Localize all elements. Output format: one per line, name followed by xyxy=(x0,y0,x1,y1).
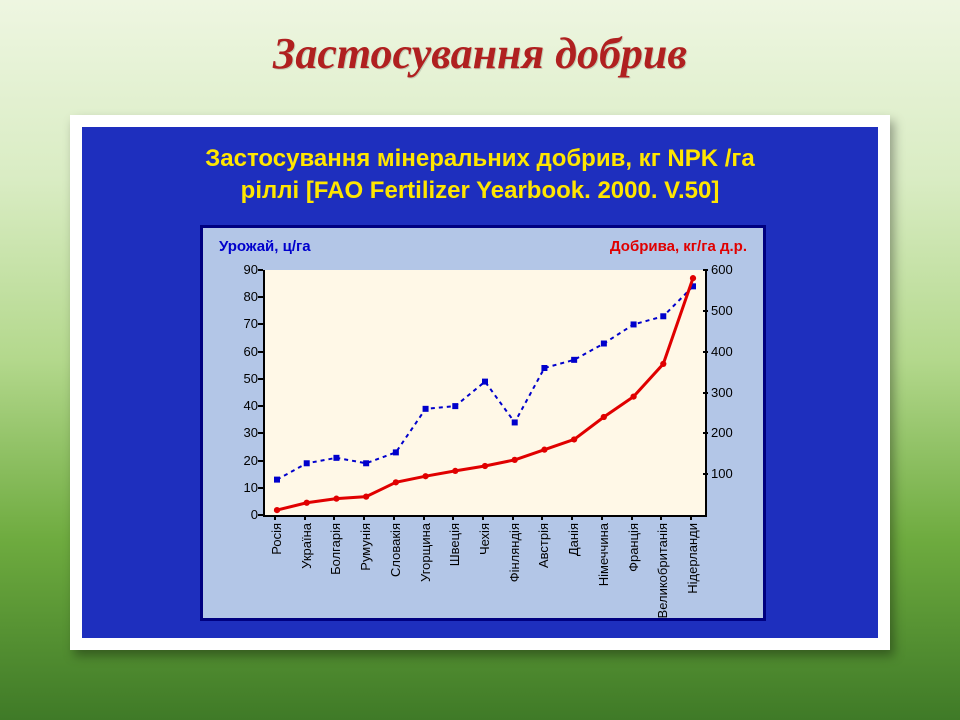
chart-frame: Урожай, ц/га Добрива, кг/га д.р. 0 10 20 30… xyxy=(200,225,766,621)
ytick-left: 0 xyxy=(228,507,258,522)
series-marker-Урожай xyxy=(631,321,637,327)
series-marker-Урожай xyxy=(541,365,547,371)
slide-title: Застосування добрив xyxy=(0,28,960,79)
xtick: Болгарія xyxy=(328,523,343,575)
ytick-right: 600 xyxy=(711,262,745,277)
ytick-left: 30 xyxy=(228,425,258,440)
ytick-right: 400 xyxy=(711,344,745,359)
xtick: Угорщина xyxy=(418,523,433,582)
series-marker-Добрива xyxy=(690,275,696,281)
ytick-left: 70 xyxy=(228,316,258,331)
xtick: Румунія xyxy=(358,523,373,571)
panel-title-line2: ріллі [FAO Fertilizer Yearbook. 2000. V.… xyxy=(241,177,720,204)
ytick-left: 10 xyxy=(228,480,258,495)
series-marker-Добрива xyxy=(393,479,399,485)
panel-title-line1: Застосування мінеральних добрив, кг NPK … xyxy=(205,145,754,172)
panel-outer: Застосування мінеральних добрив, кг NPK … xyxy=(70,115,890,650)
ytick-left: 50 xyxy=(228,371,258,386)
series-marker-Добрива xyxy=(630,393,636,399)
series-marker-Урожай xyxy=(274,477,280,483)
right-axis-label: Добрива, кг/га д.р. xyxy=(610,238,747,255)
series-marker-Добрива xyxy=(363,494,369,500)
panel-inner: Застосування мінеральних добрив, кг NPK … xyxy=(82,127,878,638)
xtick: Нідерланди xyxy=(685,523,700,594)
xtick: Чехія xyxy=(477,523,492,555)
series-marker-Урожай xyxy=(423,406,429,412)
series-marker-Добрива xyxy=(601,414,607,420)
series-marker-Урожай xyxy=(571,357,577,363)
ytick-right: 500 xyxy=(711,303,745,318)
series-marker-Урожай xyxy=(660,313,666,319)
xtick: Німеччина xyxy=(596,523,611,586)
slide: Застосування добрив Застосування мінерал… xyxy=(0,0,960,720)
series-marker-Добрива xyxy=(304,500,310,506)
ytick-left: 20 xyxy=(228,453,258,468)
xtick: Фінляндія xyxy=(507,523,522,582)
plot-area xyxy=(263,270,707,517)
xtick: Україна xyxy=(299,523,314,569)
series-line-Добрива xyxy=(277,278,693,510)
ytick-left: 40 xyxy=(228,398,258,413)
chart-svg xyxy=(265,270,705,515)
series-marker-Урожай xyxy=(482,379,488,385)
series-marker-Урожай xyxy=(512,419,518,425)
xtick: Словакія xyxy=(388,523,403,577)
series-marker-Урожай xyxy=(333,455,339,461)
series-marker-Урожай xyxy=(363,460,369,466)
series-marker-Урожай xyxy=(452,403,458,409)
series-marker-Урожай xyxy=(393,449,399,455)
ytick-left: 90 xyxy=(228,262,258,277)
panel-title: Застосування мінеральних добрив, кг NPK … xyxy=(82,143,878,208)
series-marker-Добрива xyxy=(512,457,518,463)
series-marker-Добрива xyxy=(274,507,280,513)
ytick-left: 80 xyxy=(228,289,258,304)
series-marker-Добрива xyxy=(452,468,458,474)
ytick-right: 100 xyxy=(711,466,745,481)
series-marker-Добрива xyxy=(541,447,547,453)
xtick: Франція xyxy=(626,523,641,572)
series-marker-Добрива xyxy=(482,463,488,469)
series-marker-Добрива xyxy=(422,473,428,479)
xtick: Австрія xyxy=(536,523,551,568)
series-marker-Урожай xyxy=(601,341,607,347)
xtick: Великобританія xyxy=(655,523,670,618)
xtick: Росія xyxy=(269,523,284,555)
xtick: Данія xyxy=(566,523,581,556)
series-marker-Добрива xyxy=(333,496,339,502)
series-marker-Урожай xyxy=(304,460,310,466)
left-axis-label: Урожай, ц/га xyxy=(219,238,311,255)
ytick-left: 60 xyxy=(228,344,258,359)
xtick: Швеція xyxy=(447,523,462,566)
series-marker-Добрива xyxy=(660,361,666,367)
ytick-right: 200 xyxy=(711,425,745,440)
series-marker-Добрива xyxy=(571,436,577,442)
ytick-right: 300 xyxy=(711,385,745,400)
